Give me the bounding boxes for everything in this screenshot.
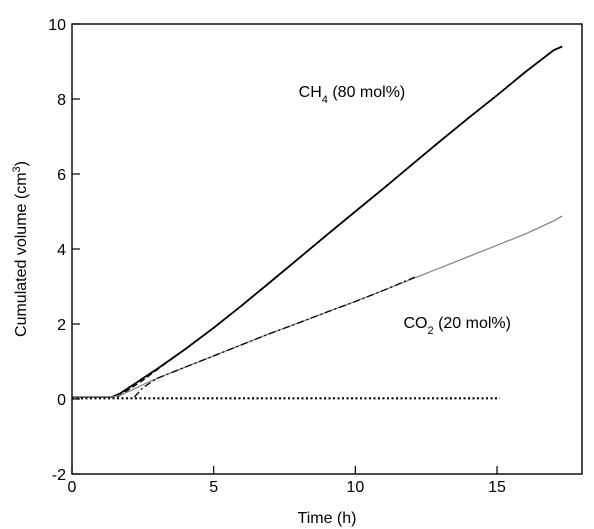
y-axis-label: Cumulated volume (cm3) bbox=[11, 161, 30, 337]
annotation-ch4: CH4 (80 mol%) bbox=[299, 84, 406, 106]
series-line-ch4-model bbox=[116, 49, 555, 398]
x-tick-label: 5 bbox=[209, 479, 218, 496]
annotations: CH4 (80 mol%) CO2 (20 mol%) bbox=[299, 84, 511, 337]
y-axis-label-text: Cumulated volume (cm bbox=[13, 172, 30, 337]
y-tick-label: 2 bbox=[57, 317, 66, 334]
plot-lines bbox=[72, 45, 563, 400]
y-tick-label: 4 bbox=[57, 242, 66, 259]
y-axis-label-superscript: 3 bbox=[11, 166, 23, 172]
y-tick-label: 8 bbox=[57, 92, 66, 109]
y-tick-label: 6 bbox=[57, 167, 66, 184]
y-tick-label: -2 bbox=[52, 467, 66, 484]
x-tick-label: 15 bbox=[488, 479, 506, 496]
series-line-co2-model bbox=[133, 276, 416, 398]
y-tick-label: 10 bbox=[48, 17, 66, 34]
x-tick-label: 0 bbox=[68, 479, 77, 496]
x-axis-label: Time (h) bbox=[298, 510, 357, 527]
x-tick-label: 10 bbox=[346, 479, 364, 496]
annotation-co2: CO2 (20 mol%) bbox=[404, 315, 511, 337]
y-axis-label-close: ) bbox=[13, 161, 30, 166]
y-tick-label: 0 bbox=[57, 392, 66, 409]
